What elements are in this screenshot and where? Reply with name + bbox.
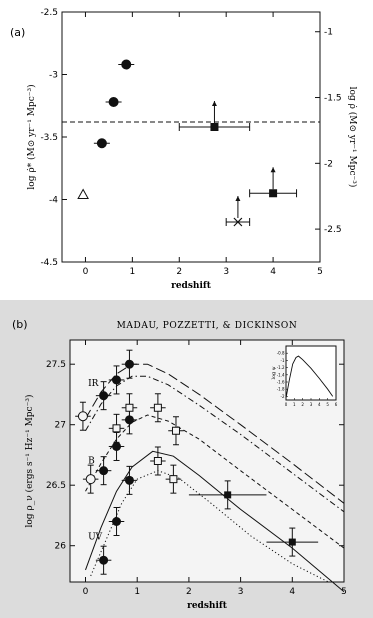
data-point-open-square: [112, 424, 121, 433]
model-curve-long-dash: [85, 363, 345, 504]
y-tick-label: 27.5: [46, 360, 66, 370]
y-axis-label-left: log ρ̇* (M⊙ yr⁻¹ Mpc⁻³): [26, 84, 37, 189]
inset-x-tick-label: 5: [326, 402, 329, 407]
inset-x-tick-label: 4: [318, 402, 321, 407]
x-tick-label: 2: [176, 267, 182, 277]
inset-y-tick-label: -1.6: [277, 380, 285, 385]
x-tick-label: 0: [83, 587, 89, 597]
data-point-circle: [124, 475, 134, 485]
inset-x-tick-label: 2: [301, 402, 304, 407]
band-label: UV: [88, 533, 103, 543]
inset-x-tick-label: 0: [285, 402, 288, 407]
inset-y-tick-label: -1.8: [277, 387, 285, 392]
panel-label-b: (b): [12, 318, 28, 331]
inset-y-tick-label: -1: [281, 358, 285, 363]
x-axis-label: redshift: [171, 281, 212, 291]
data-point-circle: [121, 59, 132, 70]
data-point-open-square: [153, 403, 162, 412]
x-tick-label: 0: [83, 267, 89, 277]
inset-x-tick-label: 6: [335, 402, 338, 407]
x-tick-label: 5: [341, 587, 347, 597]
chart-header: MADAU, POZZETTI, & DICKINSON: [117, 321, 298, 331]
y-tick-label: 26: [55, 542, 67, 552]
data-point-square: [210, 123, 219, 131]
y-tick-label: -3: [49, 71, 58, 81]
y-tick-label: -3.5: [40, 133, 58, 143]
data-point-square: [269, 189, 278, 198]
x-tick-label: 3: [238, 587, 244, 597]
inset-x-tick-label: 1: [293, 402, 296, 407]
inset-curve: [285, 355, 334, 399]
data-point-circle: [112, 441, 122, 451]
lower-limit-arrow-head: [235, 196, 241, 201]
y-tick-label: -2.5: [40, 8, 58, 18]
x-tick-label: 1: [129, 267, 135, 277]
y2-tick-label: -1.5: [324, 94, 342, 104]
inset-x-tick-label: 3: [310, 402, 313, 407]
y2-tick-label: -1: [324, 28, 333, 38]
lower-limit-arrow-head: [211, 101, 217, 106]
y2-tick-label: -2.5: [324, 225, 342, 235]
model-curve-dash-dot: [85, 375, 345, 513]
data-point-open-square: [169, 475, 178, 484]
data-point-circle: [99, 555, 109, 565]
data-point-square: [288, 538, 296, 546]
y-tick-label: 26.5: [46, 481, 66, 491]
y-tick-label: 27: [55, 421, 66, 431]
data-point-circle: [99, 391, 109, 401]
data-point-open-circle: [85, 474, 96, 485]
inset-y-tick-label: -1.2: [277, 365, 285, 370]
y-tick-label: -4: [49, 196, 58, 206]
x-tick-label: 1: [134, 587, 140, 597]
inset-y-tick-label: -1.4: [277, 372, 285, 377]
band-label: B: [88, 456, 95, 466]
y-axis-label: log ρ_ν (ergs s⁻¹ Hz⁻¹ Mpc⁻³): [24, 395, 35, 528]
y2-tick-label: -2: [324, 159, 333, 169]
x-axis-label: redshift: [187, 601, 228, 611]
x-tick-label: 4: [289, 587, 295, 597]
data-point-triangle: [77, 188, 89, 199]
model-curve-solid: [85, 450, 345, 593]
data-point-circle: [112, 517, 122, 526]
panel-label-a: (a): [10, 26, 25, 39]
data-point-open-square: [125, 403, 134, 412]
data-point-open-circle: [77, 411, 88, 422]
inset-frame: [285, 345, 337, 401]
chart-panel-a: 0 1 2 3 4 5 -4.5 -4 -3.5 -3 -2.5 -2.5 -2 -1.5 -1 redshi…: [0, 0, 373, 300]
data-point-circle: [96, 138, 107, 149]
inset-y-tick-label: -0.8: [277, 351, 285, 356]
data-point-circle: [112, 375, 122, 385]
data-point-open-square: [153, 457, 162, 465]
x-tick-label: 3: [223, 267, 229, 277]
data-point-circle: [124, 359, 134, 369]
data-point-circle: [108, 97, 119, 107]
data-point-circle: [99, 466, 109, 476]
y-tick-label: -4.5: [40, 258, 58, 268]
y-axis-label-right: log ρ̇ (M⊙ yr⁻¹ Mpc⁻³): [347, 87, 358, 188]
inset-y-axis-label: log ψ: [271, 366, 277, 379]
data-point-open-square: [171, 426, 180, 435]
band-label: IR: [88, 379, 99, 389]
data-point-cross: [233, 217, 243, 227]
chart-a-svg: 0 1 2 3 4 5 -4.5 -4 -3.5 -3 -2.5 -2.5 -2 -1.5 -1 redshi…: [10, 8, 358, 291]
chart-panel-b: (b) MADAU, POZZETTI, & DICKINSON 0 1 2 3 4 5 26 2…: [0, 300, 373, 618]
inset-y-tick-label: -2: [281, 394, 285, 399]
x-tick-label: 2: [186, 587, 192, 597]
lower-limit-arrow-head: [270, 167, 276, 173]
x-tick-label: 4: [270, 267, 276, 277]
plot-frame: [61, 11, 321, 263]
x-tick-label: 5: [317, 267, 323, 277]
data-point-square: [224, 491, 232, 499]
